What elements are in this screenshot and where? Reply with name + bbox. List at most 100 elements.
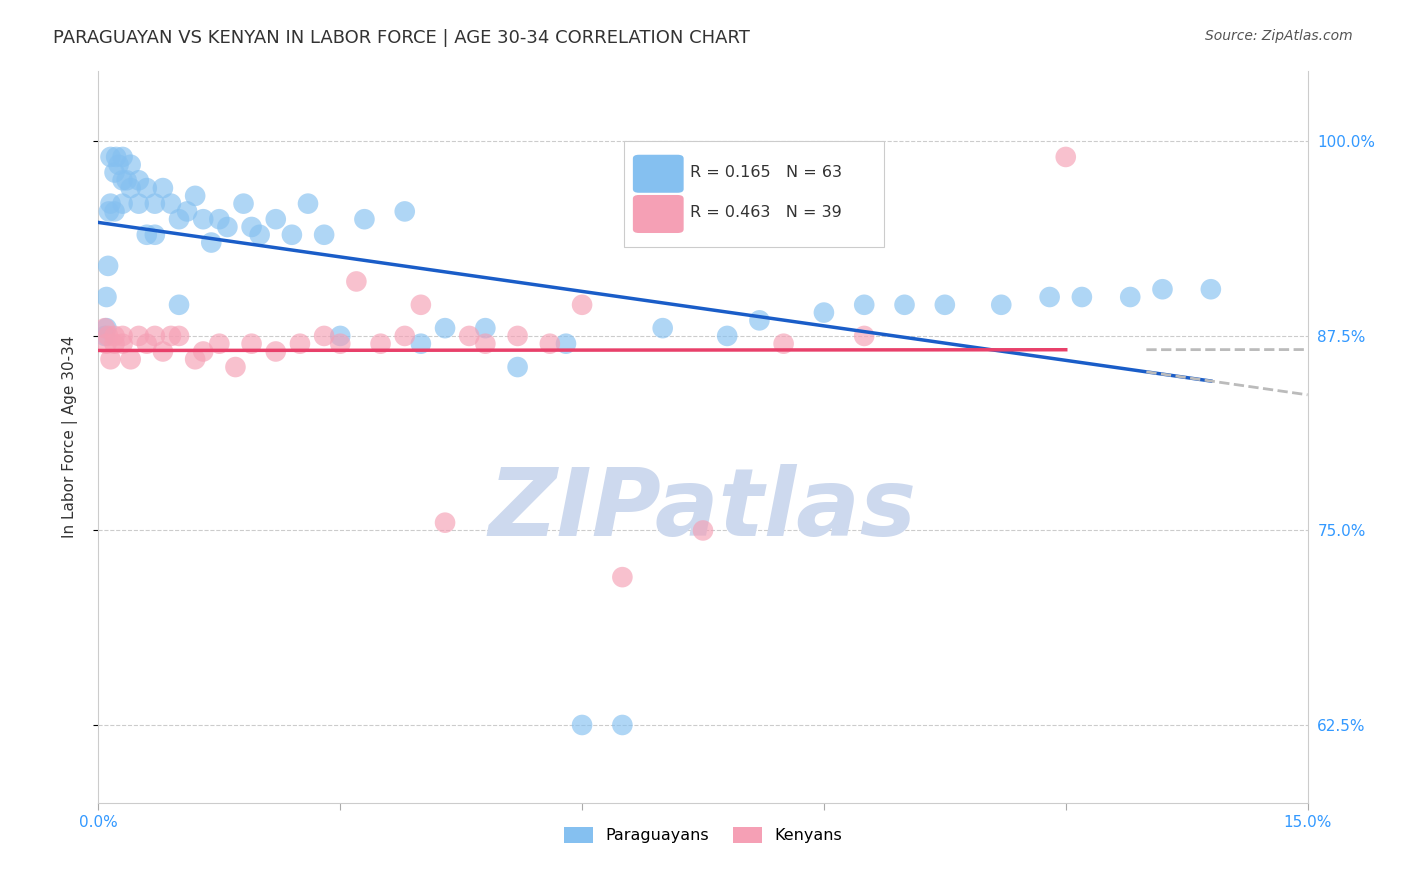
Point <box>160 196 183 211</box>
Point <box>193 344 215 359</box>
Point <box>249 227 271 242</box>
Point <box>143 329 166 343</box>
Point <box>1199 282 1222 296</box>
Point <box>409 336 432 351</box>
Point <box>111 336 134 351</box>
Point <box>612 718 634 732</box>
Point <box>176 204 198 219</box>
Point <box>934 298 956 312</box>
Point <box>288 336 311 351</box>
Point <box>314 227 336 242</box>
FancyBboxPatch shape <box>624 141 884 247</box>
Point <box>329 329 352 343</box>
Point <box>100 150 122 164</box>
Point <box>394 204 416 219</box>
Legend: Paraguayans, Kenyans: Paraguayans, Kenyans <box>557 821 849 850</box>
Point <box>100 196 122 211</box>
Point <box>281 227 304 242</box>
Point <box>264 344 287 359</box>
Text: R = 0.165   N = 63: R = 0.165 N = 63 <box>690 165 842 180</box>
Point <box>152 181 174 195</box>
Point <box>474 321 496 335</box>
Point <box>506 359 529 374</box>
Point <box>184 352 207 367</box>
Point <box>135 181 157 195</box>
Point <box>474 336 496 351</box>
Point <box>135 336 157 351</box>
Point <box>128 196 150 211</box>
Point <box>353 212 375 227</box>
Point <box>152 344 174 359</box>
Point <box>240 219 263 234</box>
Point <box>111 173 134 187</box>
Point <box>571 298 593 312</box>
Point <box>111 196 134 211</box>
Point <box>208 336 231 351</box>
Point <box>1039 290 1062 304</box>
Y-axis label: In Labor Force | Age 30-34: In Labor Force | Age 30-34 <box>62 335 77 539</box>
Point <box>748 313 770 327</box>
Point <box>1152 282 1174 296</box>
Point <box>120 181 142 195</box>
Point <box>232 196 254 211</box>
Point <box>96 321 118 335</box>
Point <box>94 329 117 343</box>
Point <box>990 298 1012 312</box>
Point <box>128 173 150 187</box>
FancyBboxPatch shape <box>633 154 683 193</box>
Point <box>96 290 118 304</box>
Point <box>135 227 157 242</box>
Point <box>716 329 738 343</box>
Point <box>240 336 263 351</box>
Point <box>1119 290 1142 304</box>
Point <box>200 235 222 250</box>
Point <box>506 329 529 343</box>
Point <box>103 165 125 179</box>
Point <box>167 298 190 312</box>
Point <box>314 329 336 343</box>
Point <box>120 352 142 367</box>
Point <box>167 329 190 343</box>
Point <box>555 336 578 351</box>
Point <box>111 150 134 164</box>
Point <box>1070 290 1092 304</box>
Point <box>107 158 129 172</box>
Point <box>264 212 287 227</box>
Point <box>409 298 432 312</box>
Point <box>571 718 593 732</box>
Point <box>128 329 150 343</box>
Point <box>120 158 142 172</box>
Point <box>103 204 125 219</box>
Text: R = 0.463   N = 39: R = 0.463 N = 39 <box>690 205 841 220</box>
Point <box>813 305 835 319</box>
Point <box>772 336 794 351</box>
Point <box>458 329 481 343</box>
Point <box>217 219 239 234</box>
Point <box>370 336 392 351</box>
Text: ZIPatlas: ZIPatlas <box>489 464 917 557</box>
Point <box>394 329 416 343</box>
Point <box>434 516 457 530</box>
Point <box>105 150 128 164</box>
Point <box>853 298 876 312</box>
Point <box>111 329 134 343</box>
Point <box>853 329 876 343</box>
Point <box>1054 150 1077 164</box>
Point <box>97 259 120 273</box>
Point <box>143 227 166 242</box>
Point <box>167 212 190 227</box>
Point <box>94 321 117 335</box>
Point <box>208 212 231 227</box>
Point <box>193 212 215 227</box>
Point <box>651 321 673 335</box>
Point <box>224 359 246 374</box>
Point <box>538 336 561 351</box>
Point <box>612 570 634 584</box>
Point <box>96 336 118 351</box>
Point <box>344 275 367 289</box>
Point <box>160 329 183 343</box>
Point <box>184 189 207 203</box>
Text: Source: ZipAtlas.com: Source: ZipAtlas.com <box>1205 29 1353 43</box>
Point <box>893 298 915 312</box>
Point <box>434 321 457 335</box>
